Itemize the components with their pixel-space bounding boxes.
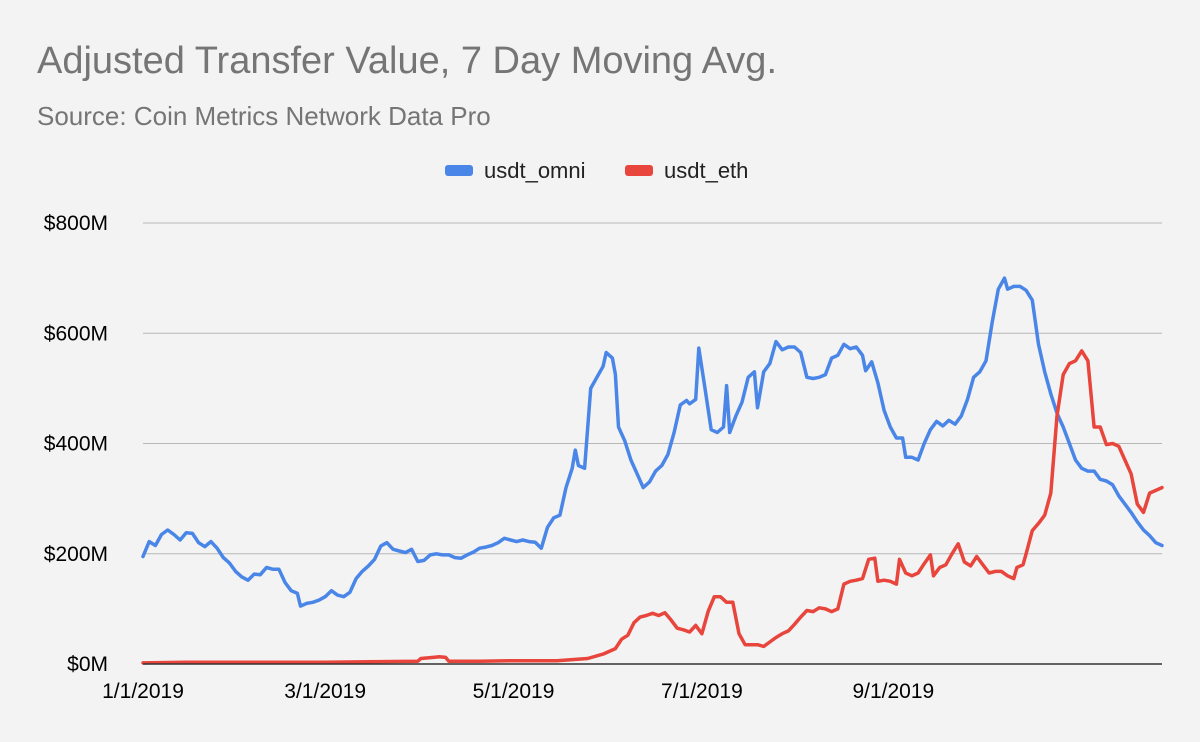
- x-tick-label: 9/1/2019: [852, 680, 934, 703]
- legend-label-usdt_eth: usdt_eth: [664, 158, 748, 183]
- chart-subtitle: Source: Coin Metrics Network Data Pro: [37, 101, 491, 131]
- legend-swatch-usdt_omni: [445, 165, 473, 176]
- chart-title: Adjusted Transfer Value, 7 Day Moving Av…: [37, 40, 777, 82]
- x-tick-label: 1/1/2019: [102, 680, 184, 703]
- y-tick-label: $200M: [44, 543, 108, 566]
- y-tick-label: $600M: [44, 322, 108, 345]
- legend: usdt_omni usdt_eth: [445, 158, 748, 183]
- y-axis-ticks: $0M $200M $400M $600M $800M: [44, 212, 108, 676]
- legend-swatch-usdt_eth: [625, 165, 653, 176]
- series-line-usdt_eth: [141, 349, 1164, 665]
- x-tick-label: 7/1/2019: [661, 680, 743, 703]
- x-axis-ticks: 1/1/2019 3/1/2019 5/1/2019 7/1/2019 9/1/2019: [102, 680, 934, 703]
- y-tick-label: $400M: [44, 433, 108, 456]
- y-tick-label: $0M: [67, 653, 108, 676]
- x-tick-label: 5/1/2019: [473, 680, 555, 703]
- series-lines: [141, 276, 1164, 665]
- series-line-usdt_omni: [141, 276, 1164, 608]
- y-tick-label: $800M: [44, 212, 108, 235]
- x-tick-label: 3/1/2019: [284, 680, 366, 703]
- gridlines: [143, 222, 1162, 555]
- legend-label-usdt_omni: usdt_omni: [484, 158, 586, 183]
